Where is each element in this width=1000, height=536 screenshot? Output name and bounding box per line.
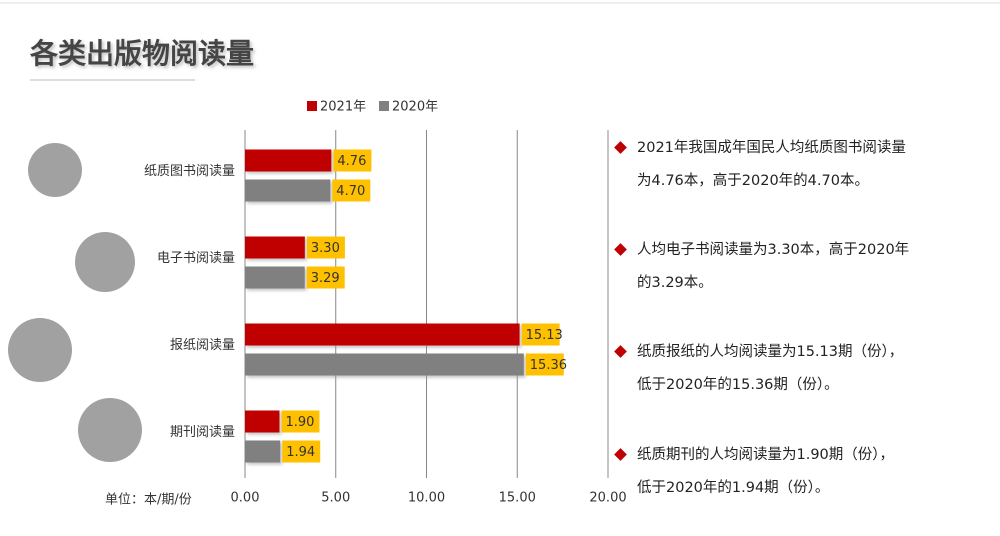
value-label: 3.30 — [311, 241, 340, 256]
value-label: 4.76 — [337, 154, 366, 169]
note-text: 的3.29本。 — [637, 274, 713, 291]
x-tick-label: 10.00 — [408, 491, 445, 506]
value-label: 15.13 — [526, 328, 563, 343]
value-label-box — [521, 323, 560, 346]
note-bullet — [614, 243, 627, 256]
note-bullet — [614, 448, 627, 461]
y-tick-label: 纸质图书阅读量 — [144, 164, 235, 179]
bar — [245, 179, 331, 202]
value-label-box — [525, 353, 564, 376]
legend-label: 2020年 — [392, 100, 438, 115]
bar — [245, 323, 520, 346]
note-text: 2021年我国成年国民人均纸质图书阅读量 — [637, 139, 906, 156]
x-tick-label: 0.00 — [231, 491, 260, 506]
value-label-box — [281, 410, 320, 433]
chart-title: 各类出版物阅读量 — [29, 37, 254, 70]
bar — [245, 353, 524, 376]
note-text: 纸质期刊的人均阅读量为1.90期（份）， — [637, 446, 894, 463]
note-bullet — [614, 345, 627, 358]
value-label: 1.90 — [285, 415, 314, 430]
note-text: 纸质报纸的人均阅读量为15.13期（份）， — [637, 343, 903, 360]
value-label-box — [306, 236, 345, 259]
bar — [245, 236, 305, 259]
bar — [245, 266, 305, 289]
x-tick-label: 15.00 — [499, 491, 536, 506]
note-text: 为4.76本，高于2020年的4.70本。 — [637, 172, 869, 189]
value-label: 3.29 — [311, 271, 340, 286]
value-label-box — [306, 266, 345, 289]
thumbnails — [8, 143, 142, 462]
x-tick-label: 20.00 — [589, 491, 626, 506]
y-tick-label: 报纸阅读量 — [170, 338, 235, 353]
value-label: 1.94 — [286, 445, 315, 460]
y-tick-label: 期刊阅读量 — [170, 425, 235, 440]
value-label-box — [282, 440, 321, 463]
note-text: 低于2020年的1.94期（份）。 — [637, 479, 829, 496]
value-label-box — [333, 149, 372, 172]
note-text: 低于2020年的15.36期（份）。 — [637, 376, 839, 393]
bar — [245, 440, 281, 463]
legend-swatch — [307, 101, 317, 111]
value-label: 15.36 — [530, 358, 567, 373]
legend-swatch — [379, 101, 389, 111]
bar — [245, 149, 332, 172]
value-label-box — [332, 179, 371, 202]
y-tick-label: 电子书阅读量 — [157, 251, 235, 266]
note-text: 人均电子书阅读量为3.30本，高于2020年 — [637, 241, 909, 258]
legend-label: 2021年 — [320, 100, 366, 115]
x-tick-label: 5.00 — [321, 491, 350, 506]
note-bullet — [614, 141, 627, 154]
value-label: 4.70 — [336, 184, 365, 199]
unit-label: 单位：本/期/份 — [105, 493, 192, 508]
bar — [245, 410, 280, 433]
